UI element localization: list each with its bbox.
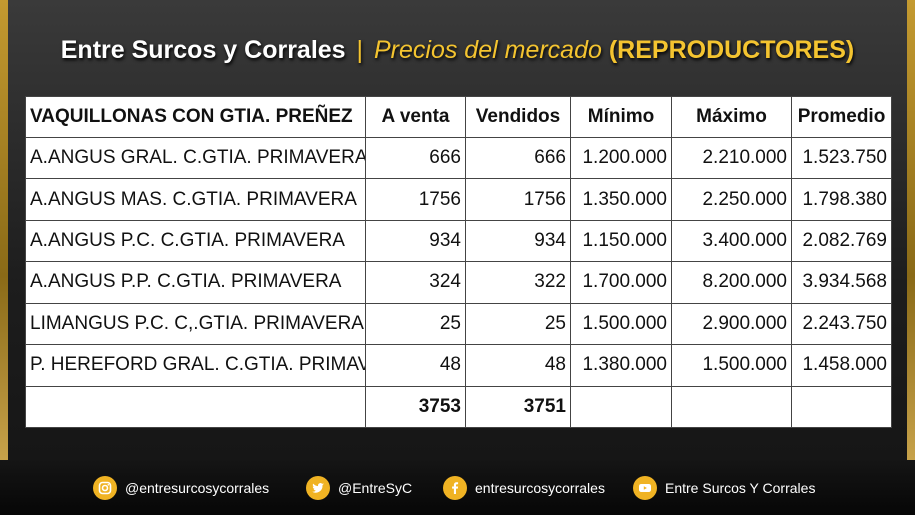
table-cell: A.ANGUS P.C. C.GTIA. PRIMAVERA	[25, 219, 366, 263]
title-separator: |	[356, 36, 364, 64]
table-cell: 1.500.000	[570, 302, 672, 346]
table-cell	[570, 385, 672, 429]
table-cell: 48	[465, 344, 571, 387]
facebook-handle: entresurcosycorrales	[475, 480, 605, 496]
totals-row: 3753 3751	[25, 385, 892, 429]
table-cell: 1.523.750	[791, 136, 892, 180]
table-cell: 25	[365, 302, 466, 346]
twitter-handle: @EntreSyC	[338, 480, 413, 496]
brand-name: Entre Surcos y Corrales	[60, 36, 346, 64]
table-row: P. HEREFORD GRAL. C.GTIA. PRIMAV. 48 48 …	[25, 344, 892, 387]
table-cell: 2.210.000	[671, 136, 792, 180]
table-cell: 1.380.000	[570, 344, 672, 387]
table-cell: 1.350.000	[570, 178, 672, 221]
table-cell: P. HEREFORD GRAL. C.GTIA. PRIMAV.	[25, 344, 366, 387]
table-cell: 3.934.568	[791, 261, 892, 304]
title-subtitle: Precios del mercado	[374, 36, 602, 64]
table-cell: 48	[365, 344, 466, 387]
table-cell: A.ANGUS MAS. C.GTIA. PRIMAVERA	[25, 178, 366, 221]
youtube-icon	[633, 476, 657, 500]
table-row: A.ANGUS GRAL. C.GTIA. PRIMAVERA 666 666 …	[25, 136, 892, 180]
total-a-venta: 3753	[365, 385, 466, 429]
column-header: Promedio	[791, 96, 892, 138]
facebook-icon	[443, 476, 467, 500]
gold-border-left	[0, 0, 8, 460]
column-header: A venta	[365, 96, 466, 138]
instagram-icon	[93, 476, 117, 500]
table-cell: LIMANGUS P.C. C,.GTIA. PRIMAVERA	[25, 302, 366, 346]
table-cell: 1.500.000	[671, 344, 792, 387]
total-vendidos: 3751	[465, 385, 571, 429]
gold-border-right	[907, 0, 915, 460]
table-cell: 2.900.000	[671, 302, 792, 346]
table-cell: A.ANGUS P.P. C.GTIA. PRIMAVERA	[25, 261, 366, 304]
table-cell: 8.200.000	[671, 261, 792, 304]
table-cell: 934	[465, 219, 571, 263]
table-cell	[25, 385, 366, 429]
table-cell: 934	[365, 219, 466, 263]
table-cell: 322	[465, 261, 571, 304]
footer-facebook[interactable]: entresurcosycorrales	[443, 476, 605, 500]
table-cell: 666	[365, 136, 466, 180]
instagram-handle: @entresurcosycorrales	[125, 480, 270, 496]
table-cell: 1.700.000	[570, 261, 672, 304]
column-header: Máximo	[671, 96, 792, 138]
footer-instagram[interactable]: @entresurcosycorrales	[93, 476, 269, 500]
price-table: VAQUILLONAS CON GTIA. PREÑEZ A venta Ven…	[25, 96, 892, 429]
table-cell: 2.250.000	[671, 178, 792, 221]
table-cell: 2.082.769	[791, 219, 892, 263]
table-cell: 1.798.380	[791, 178, 892, 221]
column-header: VAQUILLONAS CON GTIA. PREÑEZ	[25, 96, 366, 138]
page-title: Entre Surcos y Corrales | Precios del me…	[0, 36, 915, 65]
table-cell: 1.150.000	[570, 219, 672, 263]
table-header-row: VAQUILLONAS CON GTIA. PREÑEZ A venta Ven…	[25, 96, 892, 138]
table-cell: 3.400.000	[671, 219, 792, 263]
table-row: A.ANGUS MAS. C.GTIA. PRIMAVERA 1756 1756…	[25, 178, 892, 221]
table-cell: 1.458.000	[791, 344, 892, 387]
table-cell: 2.243.750	[791, 302, 892, 346]
table-cell: 1756	[365, 178, 466, 221]
table-row: A.ANGUS P.C. C.GTIA. PRIMAVERA 934 934 1…	[25, 219, 892, 263]
column-header: Mínimo	[570, 96, 672, 138]
footer-youtube[interactable]: Entre Surcos Y Corrales	[633, 476, 815, 500]
table-cell: 1.200.000	[570, 136, 672, 180]
column-header: Vendidos	[465, 96, 571, 138]
table-cell: 324	[365, 261, 466, 304]
table-cell	[671, 385, 792, 429]
table-row: A.ANGUS P.P. C.GTIA. PRIMAVERA 324 322 1…	[25, 261, 892, 304]
table-row: LIMANGUS P.C. C,.GTIA. PRIMAVERA 25 25 1…	[25, 302, 892, 346]
table-cell: 1756	[465, 178, 571, 221]
twitter-icon	[306, 476, 330, 500]
table-cell: 25	[465, 302, 571, 346]
youtube-channel: Entre Surcos Y Corrales	[665, 480, 816, 496]
table-cell	[791, 385, 892, 429]
title-tag: (REPRODUCTORES)	[608, 36, 855, 64]
table-cell: A.ANGUS GRAL. C.GTIA. PRIMAVERA	[25, 136, 366, 180]
footer-twitter[interactable]: @EntreSyC	[306, 476, 412, 500]
table-cell: 666	[465, 136, 571, 180]
